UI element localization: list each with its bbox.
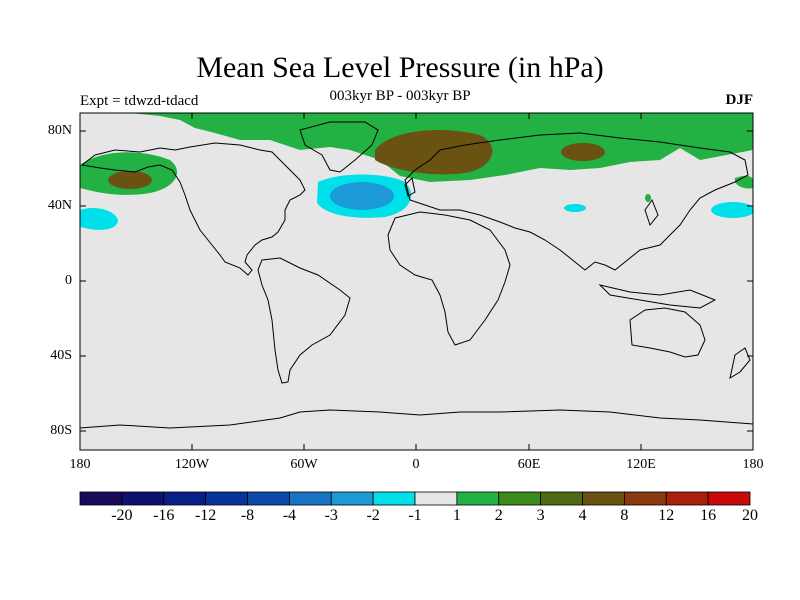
colorbar-swatch <box>540 491 583 506</box>
coast-greenland <box>299 121 379 173</box>
small-positive-spot <box>258 121 266 127</box>
anomaly-layer <box>80 113 753 230</box>
colorbar-tick-label: -2 <box>366 507 380 524</box>
colorbar-tick-label: 4 <box>578 507 587 524</box>
coast-north-america <box>80 142 306 276</box>
coast-new-zealand <box>729 347 751 380</box>
colorbar <box>79 491 751 506</box>
chart-subtitle: 003kyr BP - 003kyr BP <box>329 88 471 104</box>
colorbar-swatch <box>414 491 458 506</box>
coast-africa <box>387 211 511 346</box>
barents-core <box>375 130 493 175</box>
lon-label: 120W <box>174 457 210 472</box>
lat-label: 40S <box>50 348 72 363</box>
colorbar-tick-label: -8 <box>240 507 255 524</box>
lon-label: 60W <box>290 457 318 472</box>
coast-south-america <box>257 257 351 384</box>
npacific-positive-east <box>735 175 753 189</box>
lat-label: 80N <box>47 123 72 138</box>
lon-label: 0 <box>412 457 420 472</box>
colorbar-tick-label: -1 <box>408 507 422 524</box>
lon-label: 180 <box>742 457 764 472</box>
lon-label: 60E <box>517 457 541 472</box>
colorbar-tick-label: 1 <box>452 507 461 524</box>
axis-ticks <box>80 113 753 450</box>
colorbar-swatch <box>121 491 165 506</box>
colorbar-tick-label: 20 <box>742 507 758 524</box>
lon-label: 120E <box>626 457 656 472</box>
chart-title: Mean Sea Level Pressure (in hPa) <box>196 51 604 84</box>
colorbar-swatch <box>330 491 374 506</box>
colorbar-swatch <box>498 491 542 506</box>
casia-negative-region <box>564 204 586 212</box>
colorbar-tick-label: 12 <box>658 507 675 524</box>
coast-australia <box>629 307 706 358</box>
colorbar-swatch <box>623 491 667 506</box>
colorbar-tick-label: 16 <box>700 507 717 524</box>
nepacific-negative-region <box>80 208 118 230</box>
colorbar-swatch <box>582 491 625 506</box>
coast-eurasia <box>404 132 749 271</box>
colorbar-tick-label: -4 <box>282 507 297 524</box>
colorbar-tick-label: -20 <box>111 507 133 524</box>
coastlines <box>80 121 753 429</box>
lat-label: 80S <box>50 423 72 438</box>
experiment-label: Expt = tdwzd-tdacd <box>80 93 199 109</box>
wpacific-negative-region <box>711 202 753 218</box>
colorbar-swatch <box>247 491 290 506</box>
colorbar-swatch <box>205 491 248 506</box>
siberia-core <box>561 143 605 161</box>
small-positive-spot <box>645 194 651 202</box>
npacific-core <box>108 171 152 189</box>
colorbar-swatch <box>707 491 751 506</box>
lat-label: 0 <box>65 273 72 288</box>
season-label: DJF <box>725 92 754 108</box>
colorbar-tick-label: -12 <box>194 507 217 524</box>
coast-japan <box>644 198 659 227</box>
lat-label: 40N <box>47 198 72 213</box>
colorbar-tick-label: 3 <box>536 507 545 524</box>
colorbar-swatch <box>665 491 709 506</box>
coast-antarctica <box>80 409 753 429</box>
colorbar-swatch <box>456 491 500 506</box>
colorbar-tick-label: 2 <box>494 507 503 524</box>
colorbar-swatch <box>288 491 332 506</box>
lon-label: 180 <box>69 457 91 472</box>
colorbar-swatch <box>79 491 123 506</box>
colorbar-swatch <box>163 491 207 506</box>
colorbar-tick-label: -3 <box>324 507 338 524</box>
colorbar-tick-label: 8 <box>620 507 629 524</box>
coast-uk <box>404 176 416 197</box>
coast-indonesia <box>598 284 717 309</box>
colorbar-tick-label: -16 <box>153 507 175 524</box>
natlantic-core <box>330 182 394 210</box>
colorbar-swatch <box>372 491 416 506</box>
